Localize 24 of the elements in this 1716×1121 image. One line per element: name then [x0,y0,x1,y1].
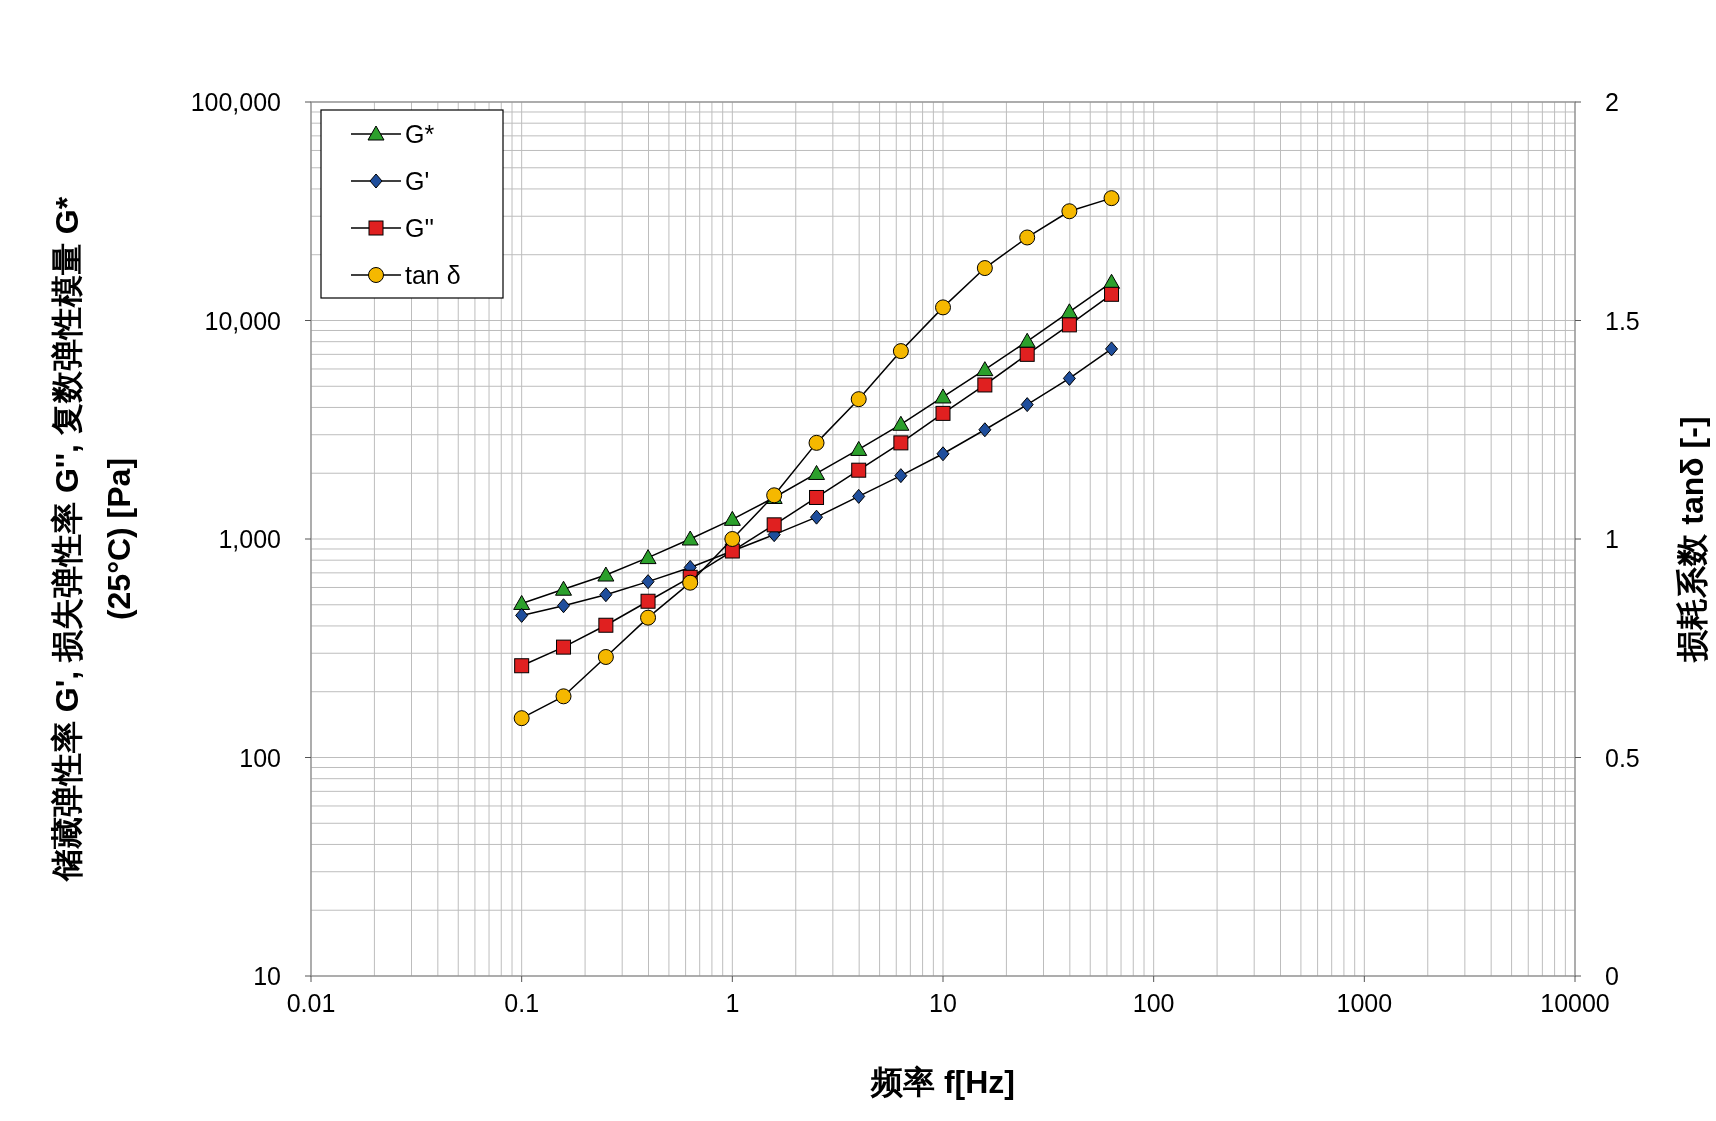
y2-tick-label: 0.5 [1605,743,1640,772]
y2-tick-label: 2 [1605,88,1619,116]
legend-label: G'' [405,214,434,242]
x-tick-label: 100 [1132,989,1175,1017]
y-tick-label: 1,000 [218,525,281,553]
legend-label: G' [405,167,430,195]
y2-tick-label: 0 [1605,962,1619,990]
x-tick-label: 1000 [1336,989,1393,1017]
y-tick-label: 10 [253,962,281,990]
y-tick-label: 100,000 [190,88,281,116]
x-tick-label: 1 [725,989,740,1017]
y-tick-label: 10,000 [204,306,281,335]
legend-label: G* [405,120,435,148]
x-axis-title: 频率 f[Hz] [870,1064,1015,1100]
x-tick-label: 10000 [1540,989,1610,1017]
legend-label: tan δ [405,261,461,289]
y2-tick-label: 1.5 [1605,306,1640,335]
x-tick-label: 0.01 [286,989,336,1017]
y-tick-label: 100 [239,743,281,772]
y2-tick-label: 1 [1605,525,1619,553]
y2-axis-title: 损耗系数 tanδ [-] [1674,416,1710,663]
x-tick-label: 10 [929,989,957,1017]
x-tick-label: 0.1 [504,989,540,1017]
y-axis-title: 储藏弹性率 G', 损失弹性率 G'', 复数弹性模量 G* (25°C) [Pa] [49,196,137,883]
